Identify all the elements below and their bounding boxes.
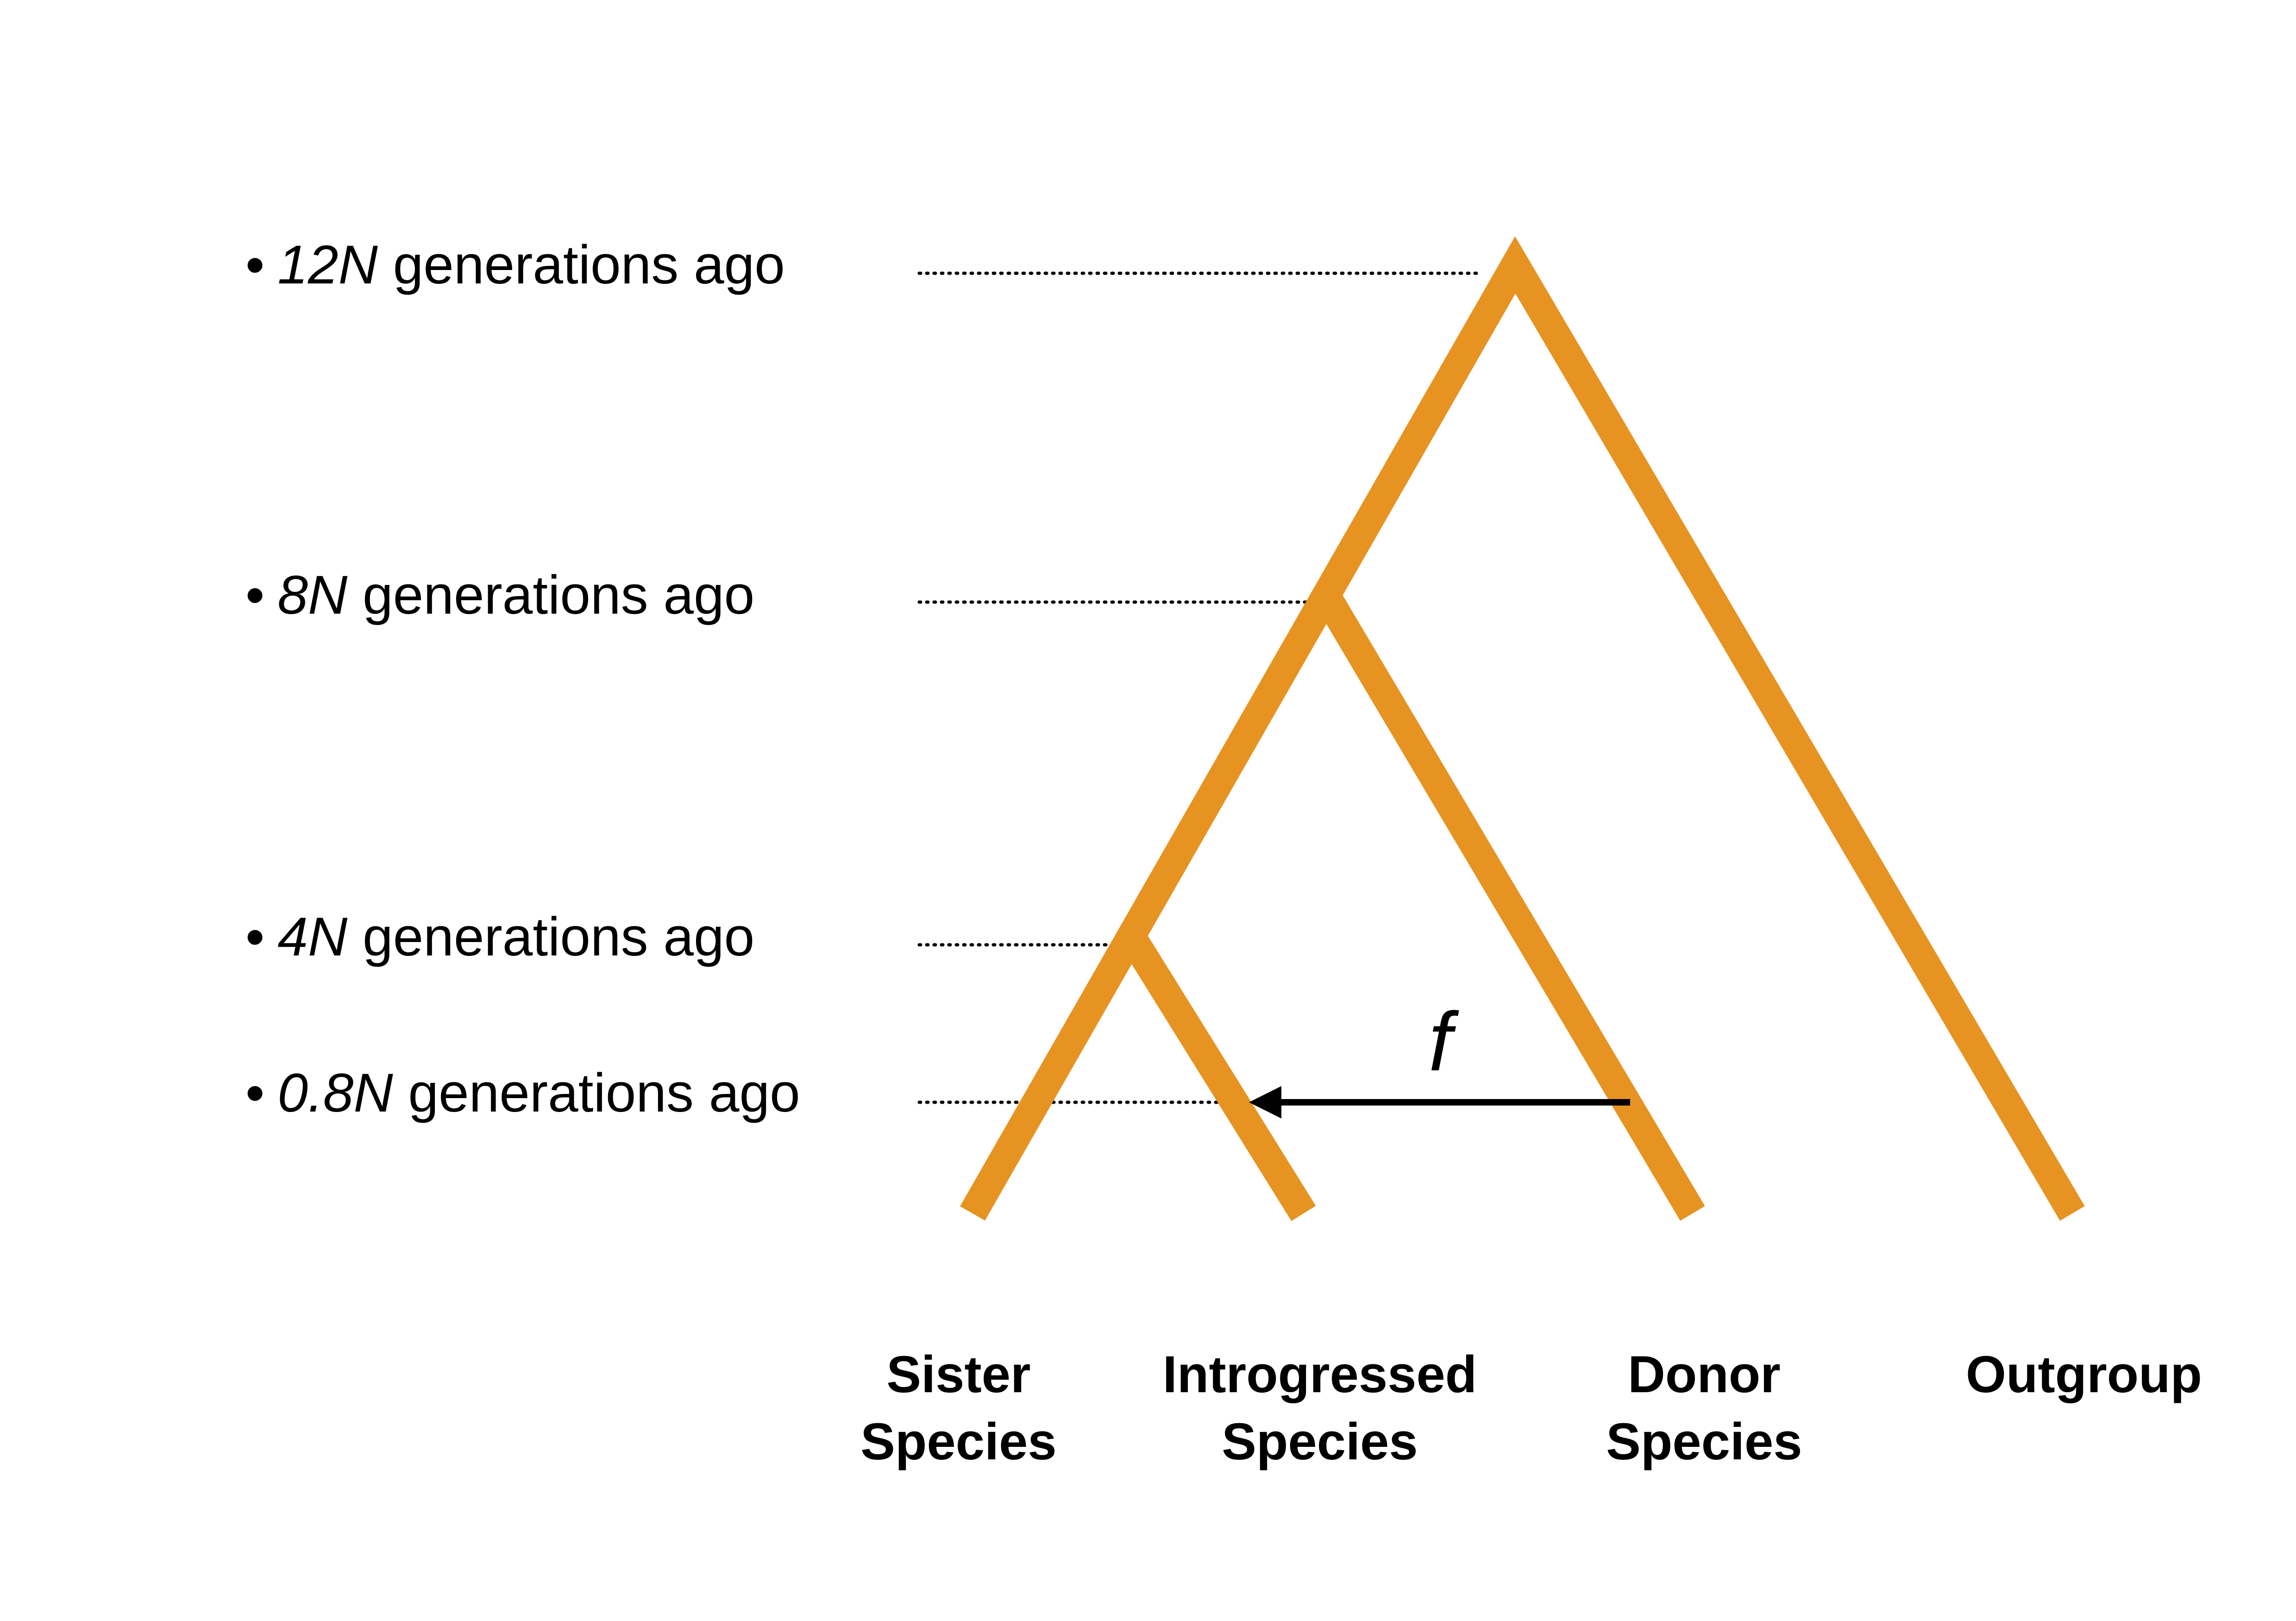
time-label-12n: • 12N generations ago — [245, 232, 785, 297]
time-label-text: generations ago — [408, 1062, 800, 1124]
time-multiplier: 12N — [277, 234, 378, 295]
bullet: • — [245, 1062, 265, 1124]
time-multiplier: 0.8N — [277, 1062, 393, 1124]
species-label-introgressed: Introgressed Species — [1111, 1341, 1528, 1475]
bullet: • — [245, 906, 265, 968]
species-label-line2: Species — [1606, 1413, 1802, 1470]
species-label-outgroup: Outgroup — [1876, 1341, 2292, 1408]
species-label-line2: Species — [860, 1413, 1057, 1470]
time-label-text: generations ago — [393, 234, 785, 295]
branch-node-8n-donor — [1314, 589, 1705, 1221]
time-label-text: generations ago — [362, 565, 755, 626]
time-label-8n: • 8N generations ago — [245, 563, 754, 628]
time-multiplier: 4N — [277, 906, 348, 968]
species-label-donor: Donor Species — [1496, 1341, 1913, 1475]
time-label-0-8n: • 0.8N generations ago — [245, 1061, 800, 1125]
species-label-sister: Sister Species — [750, 1341, 1167, 1475]
introgression-fraction-label: f — [1428, 995, 1452, 1088]
species-label-line1: Sister — [886, 1345, 1031, 1403]
bullet: • — [245, 234, 265, 295]
tree-branches — [960, 236, 2085, 1221]
species-label-line2: Species — [1222, 1413, 1418, 1470]
branch-node-4n-introgressed — [1120, 930, 1316, 1221]
species-label-line1: Outgroup — [1965, 1345, 2202, 1403]
species-label-line1: Donor — [1628, 1345, 1781, 1403]
bullet: • — [245, 565, 265, 626]
time-multiplier: 8N — [277, 565, 348, 626]
branch-sister-to-root — [960, 236, 2085, 1221]
time-label-4n: • 4N generations ago — [245, 905, 754, 969]
time-label-text: generations ago — [362, 906, 755, 968]
time-guides — [917, 271, 1484, 1104]
species-label-line1: Introgressed — [1162, 1345, 1477, 1403]
